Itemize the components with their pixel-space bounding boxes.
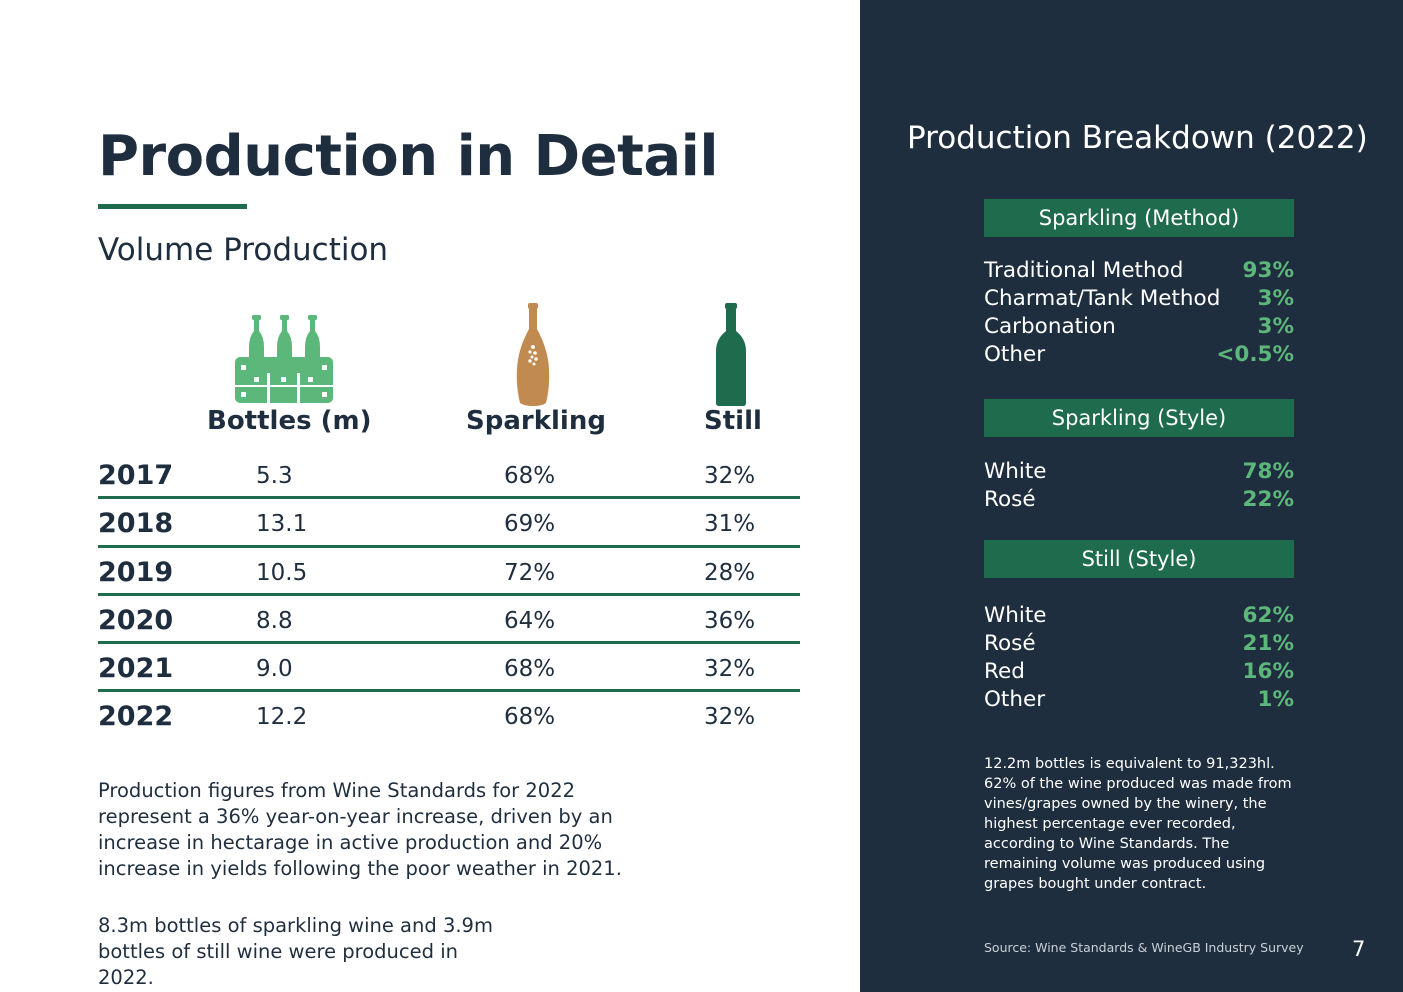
table-row: 2019 10.5 72% 28% [98,555,800,603]
row-bottles: 5.3 [256,463,293,489]
bottles-summary-paragraph: 8.3m bottles of sparkling wine and 3.9m … [98,914,493,989]
page-title: Production in Detail [98,124,719,189]
breakdown-item: Other <0.5% [984,342,1294,370]
item-value: 1% [1257,687,1294,712]
item-label: Rosé [984,631,1036,656]
row-still: 36% [704,608,756,634]
item-value: <0.5% [1216,342,1294,367]
table-row: 2018 13.1 69% 31% [98,506,800,554]
production-summary-paragraph: Production figures from Wine Standards f… [98,779,622,880]
item-label: Rosé [984,487,1036,512]
row-year: 2019 [98,557,174,588]
item-label: Charmat/Tank Method [984,286,1221,311]
breakdown-item: Traditional Method 93% [984,258,1294,286]
row-year: 2018 [98,508,174,539]
bottle-crate-icon [235,315,333,403]
row-year: 2021 [98,653,174,684]
row-bottles: 9.0 [256,656,293,682]
section-header-sparkling-method: Sparkling (Method) [984,199,1294,237]
column-header-sparkling: Sparkling [466,406,606,436]
table-row: 2017 5.3 68% 32% [98,458,800,506]
row-year: 2022 [98,701,174,732]
item-label: White [984,603,1047,628]
item-value: 93% [1242,258,1294,283]
breakdown-item: Charmat/Tank Method 3% [984,286,1294,314]
left-panel: Production in Detail Volume Production [98,124,800,989]
row-sparkling: 64% [504,608,556,634]
breakdown-item: White 78% [984,459,1294,487]
row-still: 32% [704,704,756,730]
column-header-bottles: Bottles (m) [207,406,372,436]
item-value: 3% [1257,286,1294,311]
section-header-sparkling-style: Sparkling (Style) [984,399,1294,437]
breakdown-item: White 62% [984,603,1294,631]
row-sparkling: 68% [504,656,556,682]
row-year: 2017 [98,460,174,491]
item-value: 22% [1242,487,1294,512]
row-sparkling: 72% [504,560,556,586]
row-sparkling: 68% [504,463,556,489]
table-row: 2022 12.2 68% 32% [98,699,800,747]
item-label: White [984,459,1047,484]
item-value: 16% [1242,659,1294,684]
section-subtitle: Volume Production [98,232,389,268]
breakdown-item: Red 16% [984,659,1294,687]
row-still: 31% [704,511,756,537]
row-divider [98,496,800,499]
row-still: 32% [704,463,756,489]
row-divider [98,545,800,548]
row-bottles: 12.2 [256,704,308,730]
page-number: 7 [1352,937,1366,961]
item-label: Traditional Method [984,258,1184,283]
table-row: 2021 9.0 68% 32% [98,651,800,699]
item-value: 62% [1242,603,1294,628]
breakdown-panel [860,0,1403,992]
source-citation: Source: Wine Standards & WineGB Industry… [984,940,1304,955]
column-header-still: Still [704,406,762,436]
row-year: 2020 [98,605,174,636]
breakdown-note: 12.2m bottles is equivalent to 91,323hl.… [984,756,1292,892]
row-bottles: 8.8 [256,608,293,634]
row-divider [98,689,800,692]
row-bottles: 13.1 [256,511,308,537]
item-label: Red [984,659,1025,684]
item-value: 78% [1242,459,1294,484]
table-row: 2020 8.8 64% 36% [98,603,800,651]
item-value: 21% [1242,631,1294,656]
breakdown-item: Rosé 21% [984,631,1294,659]
item-label: Other [984,342,1046,367]
row-divider [98,593,800,596]
row-bottles: 10.5 [256,560,308,586]
breakdown-item: Rosé 22% [984,487,1294,515]
item-label: Carbonation [984,314,1116,339]
breakdown-item: Other 1% [984,687,1294,715]
row-still: 32% [704,656,756,682]
sparkling-bottle-icon [516,303,550,406]
breakdown-title: Production Breakdown (2022) [907,120,1368,156]
item-label: Other [984,687,1046,712]
row-sparkling: 68% [504,704,556,730]
still-bottle-icon [716,303,746,406]
section-header-still-style: Still (Style) [984,540,1294,578]
row-still: 28% [704,560,756,586]
item-value: 3% [1257,314,1294,339]
breakdown-item: Carbonation 3% [984,314,1294,342]
row-sparkling: 69% [504,511,556,537]
title-underline [98,204,247,209]
row-divider [98,641,800,644]
